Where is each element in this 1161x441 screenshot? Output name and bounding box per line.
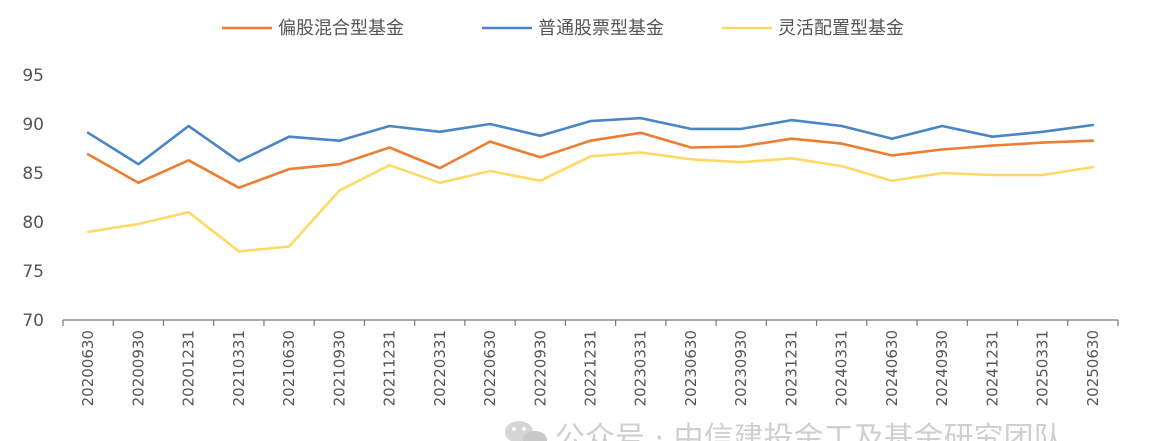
x-tick-label: 20220930	[531, 330, 549, 406]
x-tick-label: 20230630	[682, 330, 700, 406]
legend-item-3: 灵活配置型基金	[722, 18, 904, 39]
y-tick-label: 85	[22, 164, 44, 184]
x-tick-label: 20210630	[280, 330, 298, 406]
y-tick-label: 95	[22, 66, 44, 86]
x-tick-label: 20240930	[933, 330, 951, 406]
plot-area	[86, 116, 1095, 253]
series-line-1	[86, 131, 1095, 189]
x-tick-label: 20240331	[833, 330, 851, 406]
x-tick-label: 20230930	[732, 330, 750, 406]
x-tick-label: 20220630	[481, 330, 499, 406]
y-axis: 70 75 80 85 90 95	[22, 66, 44, 331]
series-line-2	[86, 116, 1095, 166]
series-line-3	[86, 151, 1095, 253]
x-tick-label: 20240630	[883, 330, 901, 406]
y-tick-label: 80	[22, 213, 44, 233]
y-tick-label: 90	[22, 115, 44, 135]
wechat-icon	[505, 421, 547, 441]
x-tick-label: 20210331	[230, 330, 248, 406]
x-axis: 20200630 20200930 20201231 20210331 20210630…	[62, 319, 1119, 406]
legend-item-1: 偏股混合型基金	[222, 18, 404, 39]
legend-label: 偏股混合型基金	[278, 18, 404, 39]
x-tick-label: 20231231	[782, 330, 800, 406]
y-tick-label: 75	[22, 262, 44, 282]
y-tick-label: 70	[22, 311, 44, 331]
legend-label: 灵活配置型基金	[778, 18, 904, 39]
x-tick-label: 20241231	[983, 330, 1001, 406]
x-tick-label: 20250331	[1034, 330, 1052, 406]
x-tick-label: 20210930	[330, 330, 348, 406]
x-tick-label: 20250630	[1084, 330, 1102, 406]
x-tick-label: 20230331	[632, 330, 650, 406]
x-tick-label: 20211231	[381, 330, 399, 406]
legend: 偏股混合型基金 普通股票型基金 灵活配置型基金	[222, 18, 904, 39]
x-tick-label: 20200930	[129, 330, 147, 406]
x-tick-label: 20200630	[79, 330, 97, 406]
legend-item-2: 普通股票型基金	[482, 18, 664, 39]
watermark: 公众号 · 中信建投金工及基金研究团队	[505, 421, 1064, 441]
x-tick-label: 20201231	[180, 330, 198, 406]
watermark-text: 公众号 · 中信建投金工及基金研究团队	[555, 421, 1064, 441]
x-tick-label: 20221231	[582, 330, 600, 406]
legend-label: 普通股票型基金	[538, 18, 664, 39]
x-tick-label: 20220331	[431, 330, 449, 406]
